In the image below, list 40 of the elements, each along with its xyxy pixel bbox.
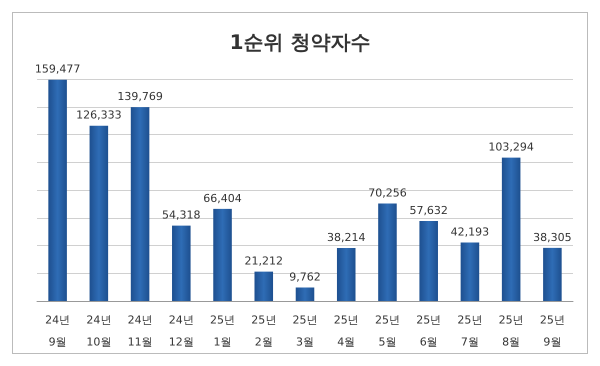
data-label: 9,762 <box>289 270 321 284</box>
x-tick-label: 25년 2월 <box>251 314 276 348</box>
bar <box>336 248 356 301</box>
x-tick-label: 25년 6월 <box>416 314 442 348</box>
data-label: 54,318 <box>162 208 201 222</box>
bar <box>419 221 438 301</box>
x-tick-label: 25년 4월 <box>334 314 359 348</box>
bar <box>90 126 108 301</box>
bar <box>543 248 562 301</box>
chart-title: 1순위 청약자수 <box>230 30 370 54</box>
data-label: 21,212 <box>244 254 284 268</box>
data-label: 42,193 <box>450 225 490 238</box>
data-label: 70,256 <box>368 186 407 200</box>
x-tick-label: 24년 12월 <box>168 314 194 348</box>
x-tick-label: 25년 3월 <box>292 314 318 348</box>
data-label: 38,214 <box>326 230 366 244</box>
data-label: 126,333 <box>76 108 122 122</box>
data-label: 66,404 <box>203 192 242 205</box>
bar <box>296 287 314 301</box>
bar <box>460 242 480 301</box>
data-label: 103,294 <box>488 140 534 154</box>
x-tick-label: 24년 9월 <box>45 314 70 348</box>
x-tick-label: 25년 8월 <box>498 314 524 348</box>
bar <box>48 80 67 301</box>
x-tick-label: 24년 10월 <box>86 314 112 348</box>
bar <box>213 208 232 301</box>
data-label: 38,305 <box>533 230 572 244</box>
data-label: 57,632 <box>409 204 448 218</box>
x-tick-label: 25년 9월 <box>540 314 565 348</box>
x-tick-label: 25년 7월 <box>457 314 482 348</box>
bar <box>254 272 274 301</box>
bar <box>378 204 397 301</box>
data-label: 159,477 <box>34 62 80 76</box>
x-tick-label: 24년 11월 <box>128 314 153 348</box>
bar <box>172 226 191 301</box>
bar <box>502 158 520 301</box>
data-label: 139,769 <box>117 90 163 104</box>
bar <box>130 107 150 301</box>
x-tick-label: 25년 1월 <box>210 314 236 348</box>
x-tick-label: 25년 5월 <box>374 314 400 348</box>
